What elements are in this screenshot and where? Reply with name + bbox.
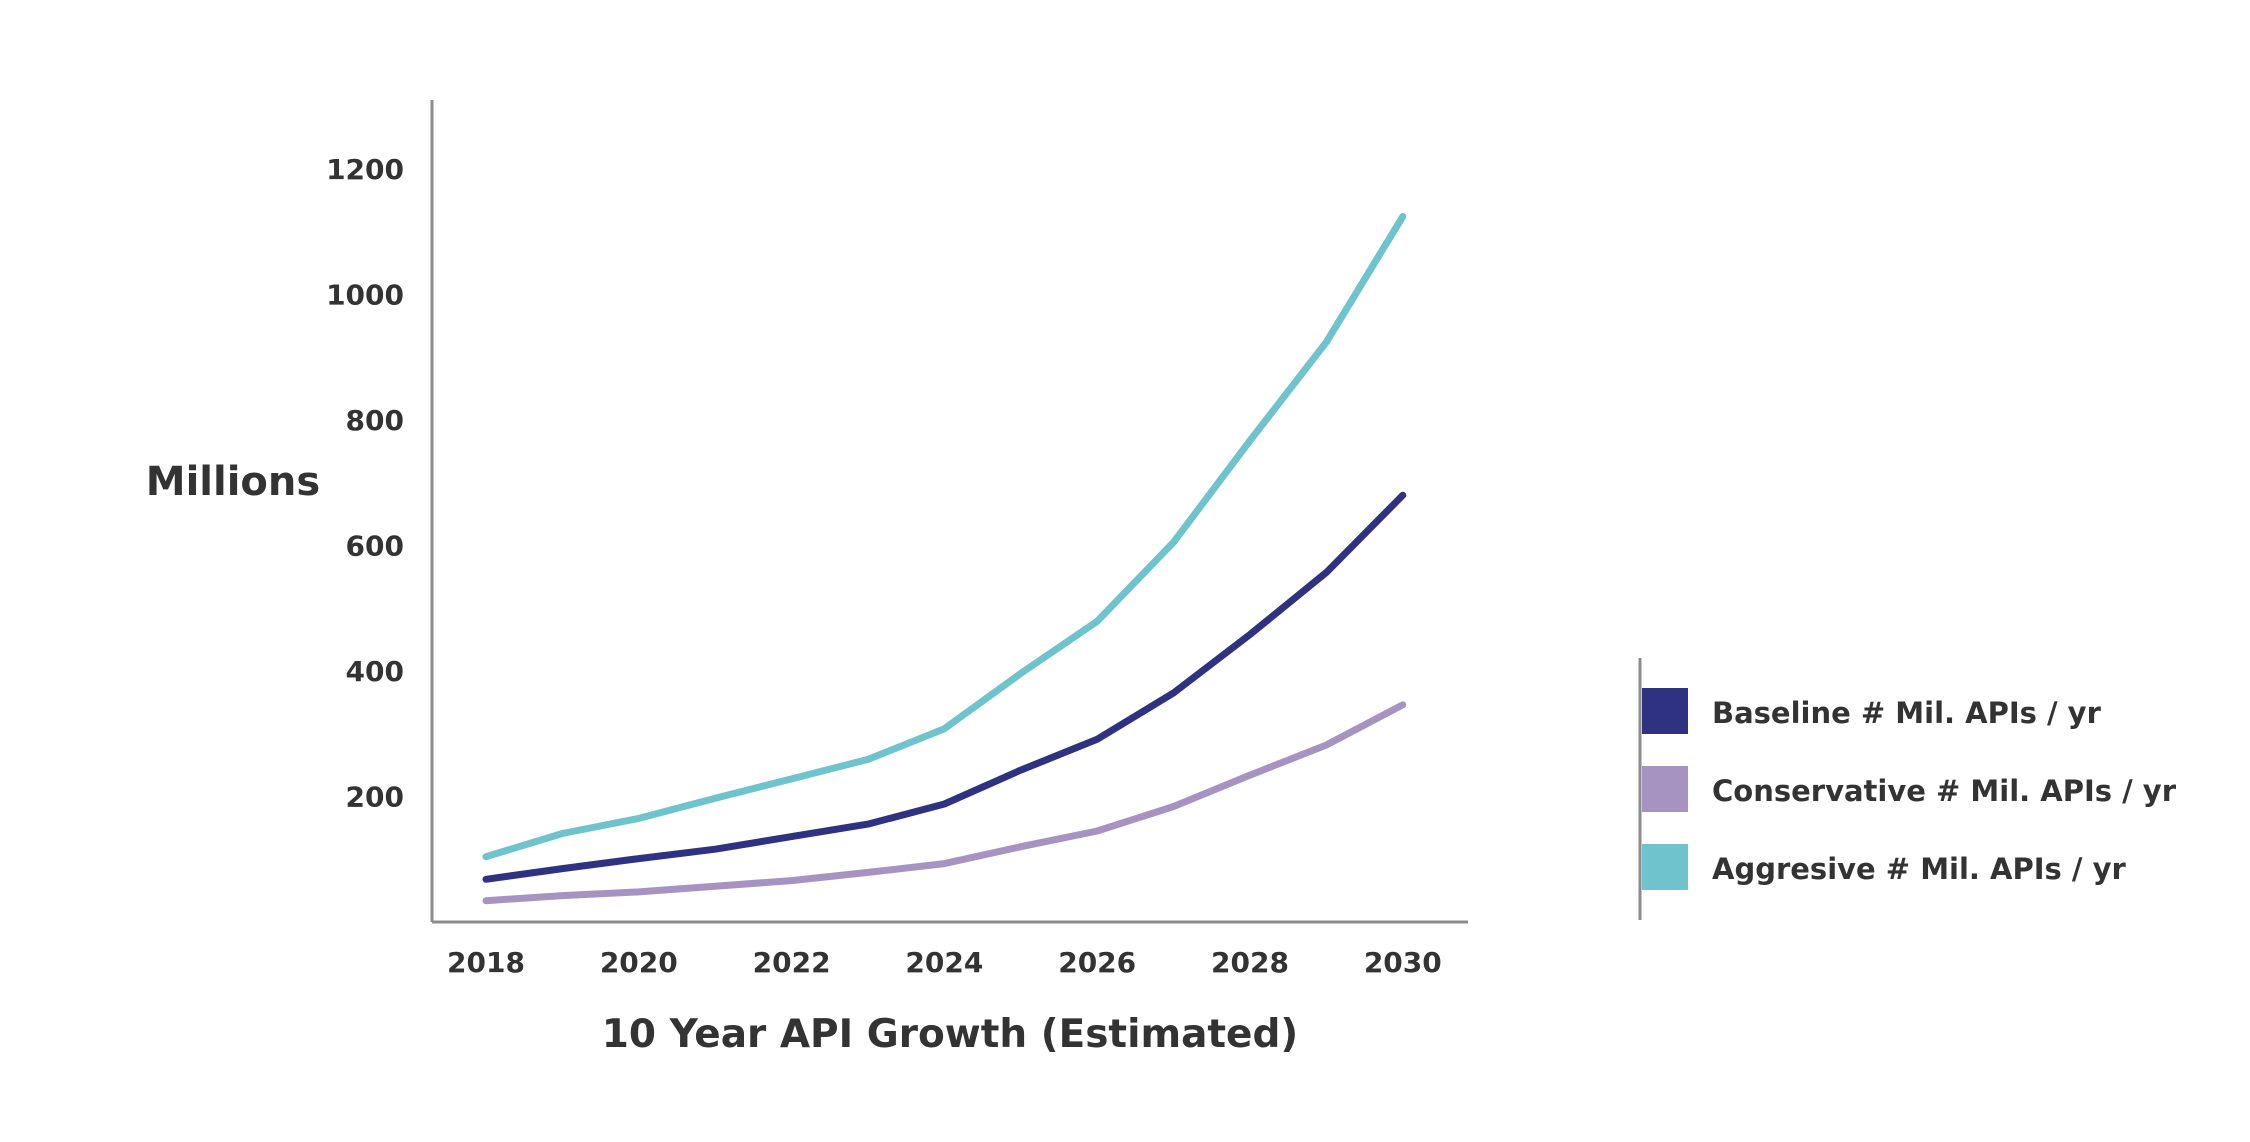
x-tick-label: 2024 [905, 946, 983, 979]
plot-lines [482, 213, 1407, 905]
x-tick-label: 2028 [1211, 946, 1289, 979]
legend: Baseline # Mil. APIs / yr Conservative # … [1642, 688, 2177, 890]
legend-swatch [1642, 766, 1688, 812]
y-tick-label: 800 [346, 404, 404, 437]
legend-label: Aggresive # Mil. APIs / yr [1712, 852, 2126, 886]
y-tick-label: 400 [346, 655, 404, 688]
x-tick-label: 2022 [753, 946, 831, 979]
series-line-baseline [482, 491, 1407, 883]
y-tick-label: 1000 [326, 278, 404, 311]
x-tick-label: 2020 [600, 946, 678, 979]
y-tick-label: 200 [346, 780, 404, 813]
legend-label: Conservative # Mil. APIs / yr [1712, 774, 2177, 808]
series-line-conservative [482, 701, 1407, 905]
x-axis-title: 10 Year API Growth (Estimated) [602, 1012, 1298, 1057]
y-tick-label: 600 [346, 529, 404, 562]
y-axis-title: Millions [146, 459, 320, 505]
x-tick-label: 2018 [447, 946, 525, 979]
y-tick-label: 1200 [326, 153, 404, 186]
y-tick-labels: 200 400 600 800 1000 1200 [326, 153, 404, 814]
series-line-aggressive [482, 213, 1407, 861]
legend-swatch [1642, 688, 1688, 734]
x-tick-label: 2026 [1058, 946, 1136, 979]
legend-swatch [1642, 844, 1688, 890]
x-tick-label: 2030 [1364, 946, 1442, 979]
legend-label: Baseline # Mil. APIs / yr [1712, 696, 2102, 730]
x-tick-labels: 2018 2020 2022 2024 2026 2028 2030 [447, 946, 1442, 979]
